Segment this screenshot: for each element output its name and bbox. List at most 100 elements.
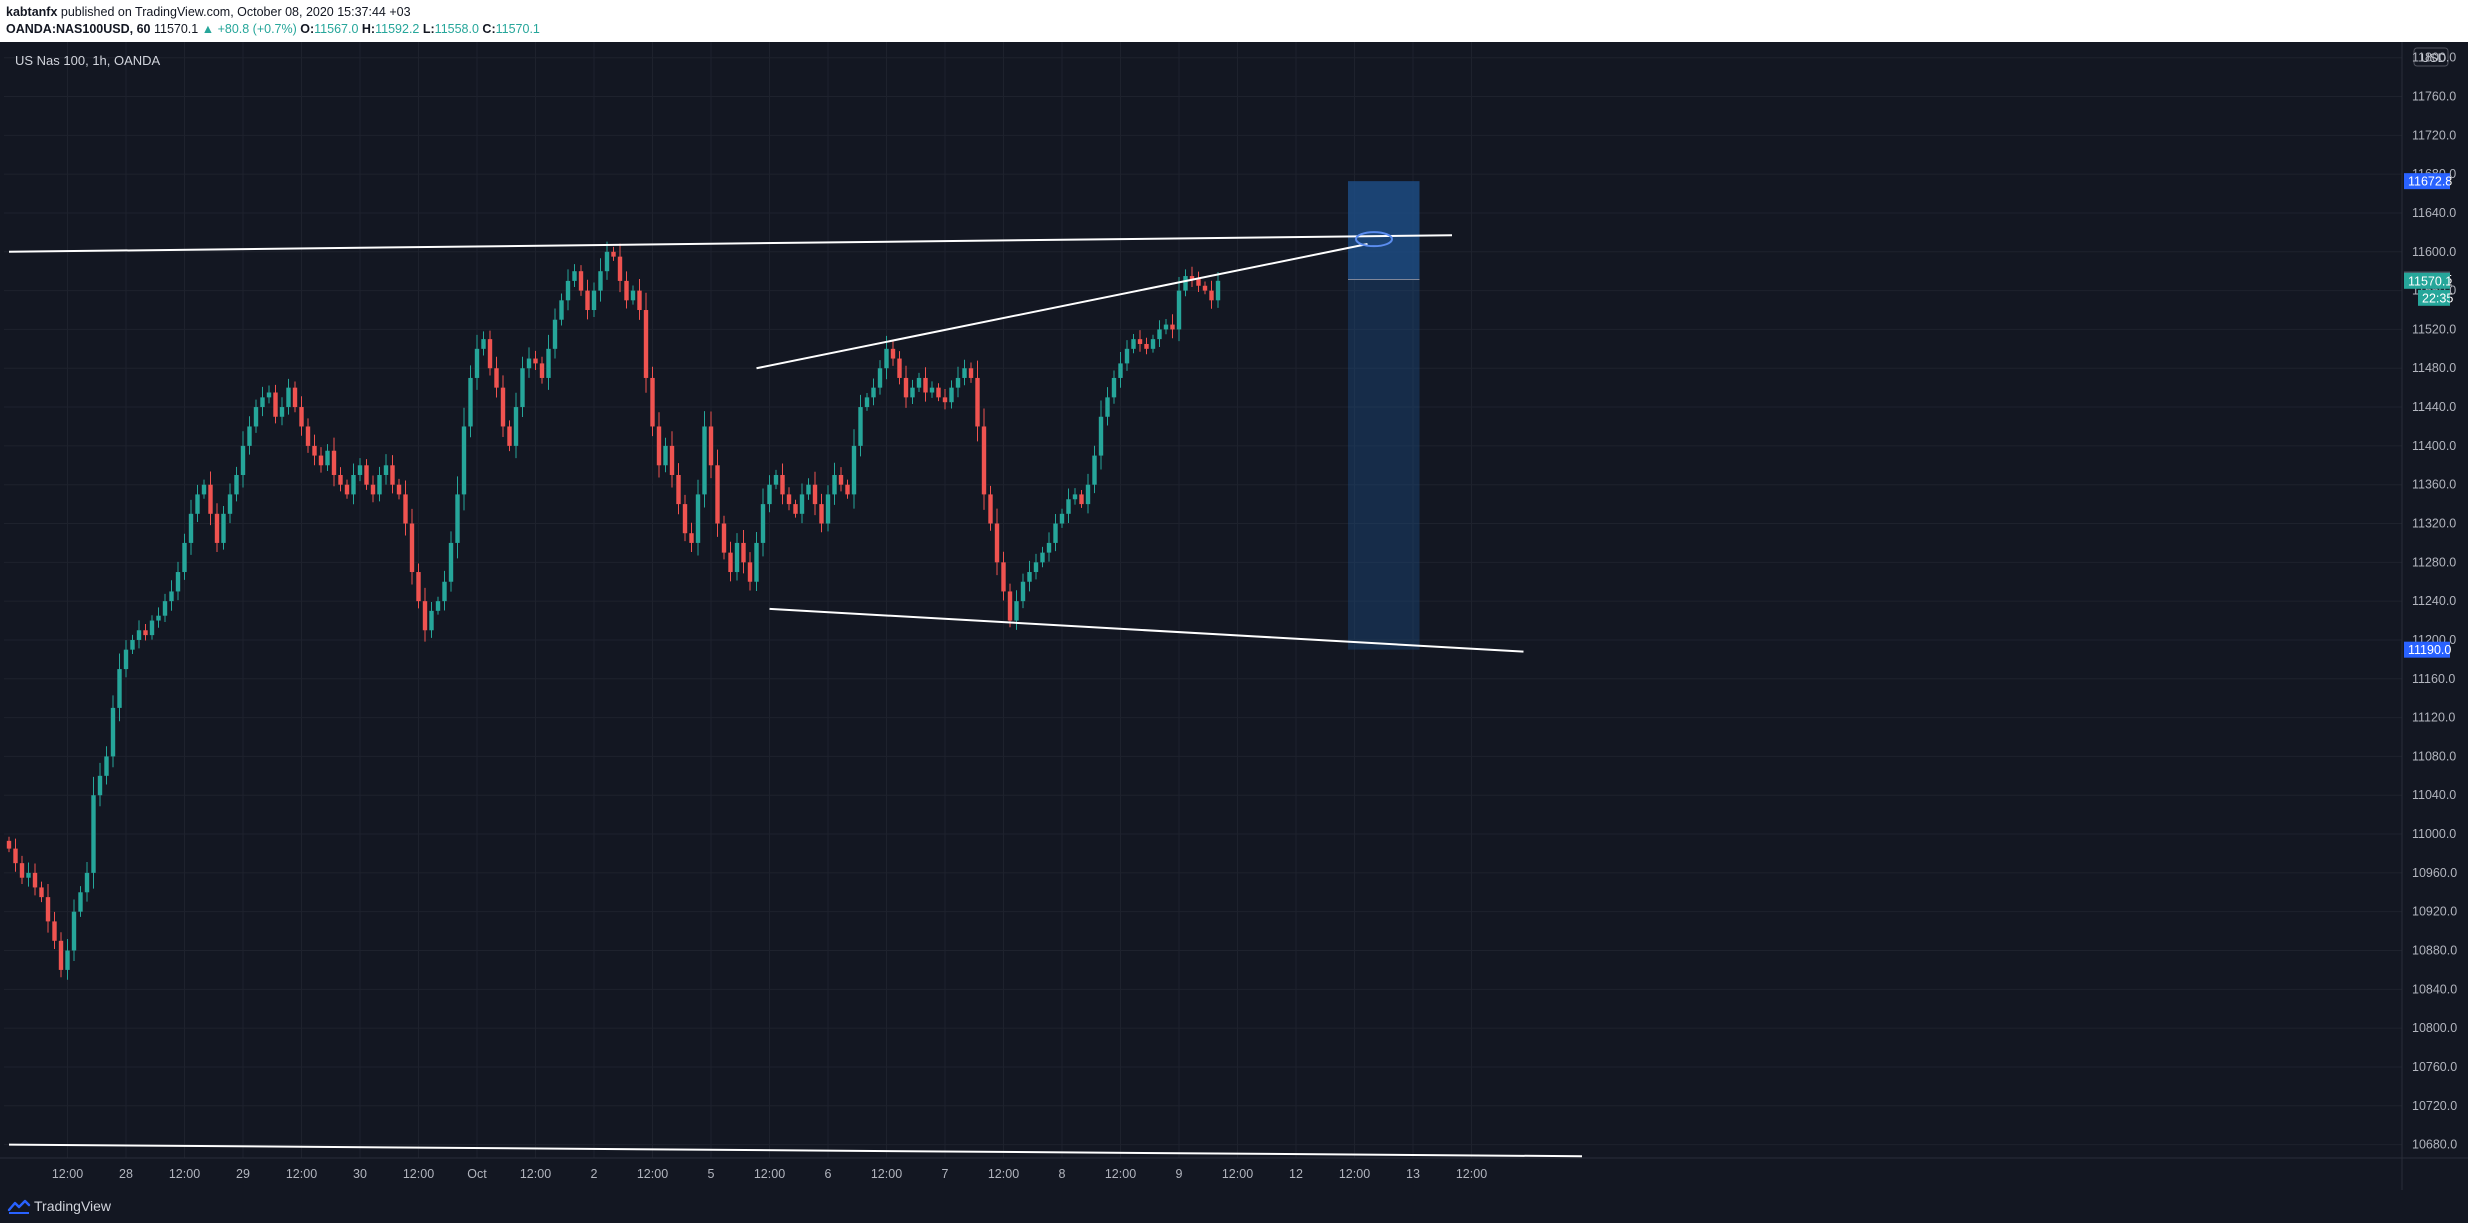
candle-up xyxy=(1105,387,1110,426)
candle-up xyxy=(526,347,532,378)
candle-body xyxy=(617,256,623,281)
candle-body xyxy=(26,872,31,878)
target-zone-lower xyxy=(1348,279,1420,650)
candle-up xyxy=(201,479,207,499)
candle-body xyxy=(396,484,402,495)
candle-body xyxy=(344,484,350,495)
candle-body xyxy=(1040,552,1045,563)
candle-down xyxy=(669,431,675,488)
candle-down xyxy=(390,455,395,494)
trendline-top-flat-resistance[interactable] xyxy=(8,234,1453,253)
time-axis-label: 12:00 xyxy=(1456,1167,1487,1181)
candle-body xyxy=(936,387,941,398)
candle-down xyxy=(780,463,785,505)
low-label: L: xyxy=(422,22,435,36)
candle-down xyxy=(396,478,402,500)
trendlines xyxy=(8,234,1583,1158)
candle-body xyxy=(1066,499,1071,514)
author-name[interactable]: kabtanfx xyxy=(6,5,58,19)
currency-badge-frame xyxy=(2413,47,2449,67)
candle-body xyxy=(604,251,610,272)
price-tag-bg xyxy=(2404,641,2450,658)
candle-body xyxy=(331,450,337,475)
candle-body xyxy=(390,465,395,485)
candle-body xyxy=(52,921,57,941)
candle-body xyxy=(988,494,993,524)
price-axis-label: 11600.0 xyxy=(2412,245,2456,259)
candle-body xyxy=(1183,276,1188,291)
candle-body xyxy=(819,504,824,524)
candle-up xyxy=(695,479,701,556)
candle-body xyxy=(435,601,441,611)
price-axis-label: 11320.0 xyxy=(2412,517,2456,531)
candle-down xyxy=(838,467,844,492)
candle-up xyxy=(565,269,571,311)
candle-up xyxy=(182,533,187,580)
candle-body xyxy=(1020,581,1026,602)
candle-up xyxy=(1053,514,1058,552)
candle-up xyxy=(702,411,707,508)
candle-down xyxy=(500,375,506,437)
candle-body xyxy=(695,494,701,543)
time-axis-label: 12 xyxy=(1289,1167,1303,1181)
candle-body xyxy=(266,392,272,398)
candle-body xyxy=(598,271,603,291)
candle-body xyxy=(786,494,792,505)
time-axis-label: 2 xyxy=(591,1167,598,1181)
candle-up xyxy=(468,365,473,438)
candle-body xyxy=(981,426,987,495)
candle-body xyxy=(110,707,116,757)
price-tag: 11672.8 xyxy=(2404,173,2452,190)
candle-body xyxy=(195,494,200,514)
candle-down xyxy=(52,911,57,949)
candle-body xyxy=(1157,329,1162,340)
candle-body xyxy=(864,397,870,408)
candle-body xyxy=(45,897,51,922)
candle-body xyxy=(897,358,902,378)
trendline-falling-channel-bottom[interactable] xyxy=(769,607,1524,653)
candle-up xyxy=(377,466,382,502)
candle-down xyxy=(624,271,629,309)
price-axis-label: 11000.0 xyxy=(2412,827,2456,841)
tradingview-brand[interactable]: TradingView xyxy=(34,1198,112,1214)
candle-body xyxy=(572,271,577,281)
candle-down xyxy=(819,493,824,533)
candle-body xyxy=(175,572,181,592)
candle-body xyxy=(721,523,727,553)
candle-up xyxy=(604,241,610,280)
candle-up xyxy=(572,264,577,288)
candle-up xyxy=(1085,473,1091,514)
candle-body xyxy=(1196,278,1201,286)
candle-body xyxy=(1131,339,1136,349)
candle-body xyxy=(929,387,935,393)
candle-body xyxy=(546,348,551,378)
price-axis-label: 11280.0 xyxy=(2412,555,2456,569)
candle-body xyxy=(728,552,733,573)
candle-body xyxy=(312,445,317,456)
candle-body xyxy=(884,348,889,369)
candle-up xyxy=(1124,340,1130,371)
price-chart[interactable]: US Nas 100, 1h, OANDA USD10680.010720.010… xyxy=(0,42,2468,1190)
candle-body xyxy=(1209,290,1214,301)
candle-body xyxy=(747,562,753,582)
candle-up xyxy=(136,620,142,649)
candle-body xyxy=(773,474,779,485)
candle-up xyxy=(91,776,96,889)
candle-body xyxy=(91,795,96,873)
price-axis-label: 11720.0 xyxy=(2412,128,2456,142)
low-value: 11558.0 xyxy=(434,22,479,36)
candle-down xyxy=(305,418,311,453)
candle-body xyxy=(253,407,259,427)
time-axis-label: 30 xyxy=(353,1167,367,1181)
candle-down xyxy=(1189,266,1195,287)
trendline-rising-channel-top[interactable] xyxy=(756,243,1368,370)
trendline-long-term-base[interactable] xyxy=(8,1143,1583,1158)
candle-body xyxy=(955,377,961,388)
candle-down xyxy=(1209,280,1214,309)
candle-up xyxy=(455,476,460,559)
price-tag-label: 11190.0 xyxy=(2408,643,2451,657)
price-axis-label: 11400.0 xyxy=(2412,439,2456,453)
chart-footer: TradingView xyxy=(0,1190,2468,1223)
candle-down xyxy=(1202,281,1208,295)
price-axis-label: 10800.0 xyxy=(2412,1021,2457,1035)
